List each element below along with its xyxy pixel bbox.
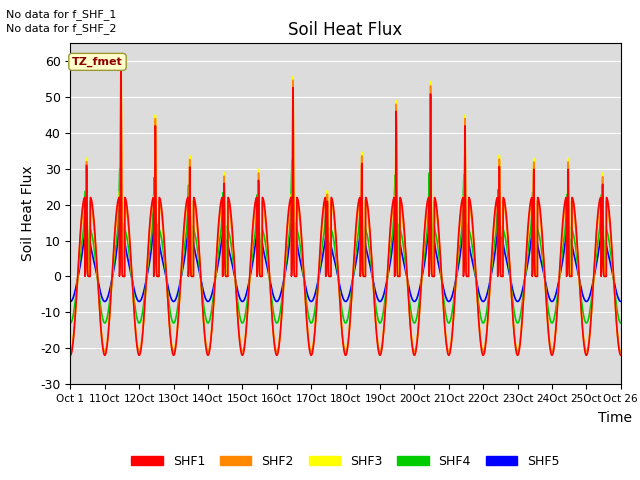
SHF5 [67, 299, 74, 304]
SHF2 [606, 226, 614, 231]
Text: No data for f_SHF_1: No data for f_SHF_1 [6, 9, 116, 20]
SHF5 [162, 274, 170, 279]
SHF4 [278, 300, 285, 306]
SHF1 [278, 312, 285, 318]
SHF5 [606, 259, 614, 265]
SHF1 [162, 267, 170, 273]
SHF1 [617, 352, 625, 358]
SHF1 [547, 350, 555, 356]
Text: No data for f_SHF_2: No data for f_SHF_2 [6, 23, 117, 34]
Line: SHF4: SHF4 [70, 160, 621, 323]
SHF3 [301, 300, 309, 306]
SHF4 [67, 320, 74, 326]
Y-axis label: Soil Heat Flux: Soil Heat Flux [20, 166, 35, 262]
SHF4 [547, 319, 555, 324]
SHF4 [288, 157, 296, 163]
Text: TZ_fmet: TZ_fmet [72, 57, 123, 67]
SHF1 [129, 297, 137, 302]
Legend: SHF1, SHF2, SHF3, SHF4, SHF5: SHF1, SHF2, SHF3, SHF4, SHF5 [127, 450, 564, 473]
SHF1 [67, 352, 74, 358]
SHF4 [129, 288, 137, 294]
SHF2 [117, 55, 125, 60]
SHF5 [617, 299, 625, 304]
SHF5 [301, 284, 309, 289]
SHF3 [606, 226, 614, 231]
SHF3 [617, 349, 625, 355]
SHF1 [301, 299, 309, 305]
SHF4 [301, 291, 309, 297]
SHF5 [547, 298, 555, 304]
X-axis label: Time: Time [598, 411, 632, 425]
SHF4 [617, 320, 625, 326]
SHF5 [129, 282, 137, 288]
SHF2 [129, 298, 137, 303]
SHF3 [117, 50, 125, 56]
SHF4 [606, 246, 614, 252]
SHF3 [129, 298, 137, 303]
SHF2 [547, 347, 555, 352]
SHF3 [278, 312, 285, 318]
SHF2 [278, 312, 285, 318]
SHF2 [67, 349, 74, 355]
Line: SHF1: SHF1 [70, 66, 621, 355]
SHF4 [162, 272, 170, 277]
SHF2 [301, 300, 309, 306]
Line: SHF2: SHF2 [70, 58, 621, 352]
Line: SHF3: SHF3 [70, 53, 621, 352]
SHF5 [278, 288, 285, 294]
SHF2 [162, 271, 170, 276]
SHF3 [67, 349, 74, 355]
SHF3 [547, 347, 555, 352]
Line: SHF5: SHF5 [70, 214, 621, 301]
SHF1 [117, 63, 125, 69]
SHF2 [617, 349, 625, 355]
Title: Soil Heat Flux: Soil Heat Flux [289, 21, 403, 39]
SHF3 [162, 271, 170, 276]
SHF1 [606, 220, 614, 226]
SHF5 [288, 211, 296, 217]
